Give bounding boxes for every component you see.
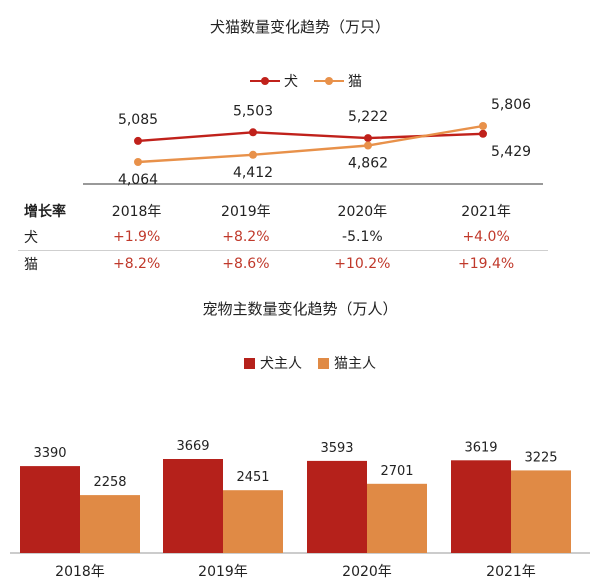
legend-label-cat-owner: 猫主人: [334, 356, 376, 372]
bar-value-label: 3619: [464, 440, 497, 455]
legend-swatch-dog-owner: [244, 357, 255, 369]
growth-row-label: 犬: [18, 224, 82, 251]
line-chart-title: 犬猫数量变化趋势（万只）: [209, 18, 390, 36]
legend-swatch-cat-owner: [318, 357, 329, 369]
x-tick-label: 2020年: [342, 564, 392, 580]
bar-dog-owner: [20, 466, 80, 553]
growth-rate-cell: +8.2%: [112, 256, 161, 272]
bar-cat-owner: [223, 490, 283, 553]
legend-label-cat: 猫: [348, 74, 362, 90]
x-tick-label: 2018年: [55, 564, 105, 580]
bar-chart-title: 宠物主数量变化趋势（万人）: [202, 300, 398, 318]
growth-rate-cell: +8.2%: [191, 224, 301, 251]
bar-dog-owner: [163, 459, 223, 553]
bar-value-label: 2451: [236, 470, 269, 485]
bar-value-label: 3593: [320, 441, 353, 456]
bar-value-label: 3669: [176, 439, 209, 454]
bar-chart-legend: 犬主人 猫主人: [244, 353, 392, 373]
data-point: [364, 134, 372, 143]
legend-item-cat-owner: 猫主人: [318, 353, 376, 373]
bar-chart: 3390 2258 2018年 3669 2451 2019年 3593 2701 2020年 3…: [10, 439, 590, 580]
bar-cat-owner: [511, 470, 571, 553]
growth-table-year: 2021年: [461, 204, 511, 220]
bar-dog-owner: [451, 460, 511, 553]
data-point: [134, 136, 142, 145]
growth-table-header: 增长率 2018年 2019年 2020年 2021年: [18, 198, 548, 224]
data-label: 5,222: [348, 109, 388, 125]
data-point: [479, 122, 487, 130]
bar-value-label: 2258: [93, 475, 126, 490]
growth-rate-cell: +10.2%: [334, 256, 391, 272]
data-label: 5,503: [233, 103, 273, 119]
legend-swatch-cat: [314, 76, 344, 86]
growth-table-year: 2018年: [111, 204, 162, 220]
growth-table-row-cat: 猫 +8.2% +8.6% +10.2% +19.4%: [18, 251, 548, 278]
x-tick-label: 2021年: [486, 564, 536, 580]
growth-table-year: 2019年: [221, 204, 271, 220]
data-label: 5,429: [491, 144, 531, 160]
data-label: 4,862: [348, 156, 388, 172]
growth-rate-cell: +19.4%: [458, 256, 515, 272]
bar-value-label: 2701: [380, 464, 413, 479]
line-chart: 5,085 5,503 5,222 5,429 4,064 4,412 4,862 5,806: [83, 97, 543, 188]
data-point: [479, 129, 487, 138]
bar-value-label: 3390: [33, 446, 66, 461]
legend-item-dog-owner: 犬主人: [244, 353, 302, 373]
bar-cat-owner: [367, 483, 427, 553]
growth-table-year: 2020年: [337, 204, 388, 220]
line-chart-legend: 犬 猫: [250, 71, 378, 91]
bar-dog-owner: [307, 460, 367, 553]
bar-cat-owner: [80, 495, 140, 553]
legend-item-dog: 犬: [250, 71, 298, 91]
legend-label-dog-owner: 犬主人: [260, 356, 302, 372]
data-point: [364, 141, 372, 150]
data-label: 4,064: [118, 172, 158, 188]
legend-item-cat: 猫: [314, 71, 362, 91]
data-label: 4,412: [233, 165, 273, 181]
x-tick-label: 2019年: [198, 564, 248, 580]
growth-row-label: 猫: [24, 257, 38, 273]
data-point: [249, 150, 257, 159]
growth-rate-cell: +4.0%: [424, 224, 548, 251]
data-label: 5,085: [118, 112, 158, 128]
bar-value-label: 3225: [524, 450, 557, 465]
data-label: 5,806: [491, 97, 531, 113]
growth-rate-table: 增长率 2018年 2019年 2020年 2021年 犬 +1.9% +8.2…: [18, 198, 548, 277]
growth-table-row-dog: 犬 +1.9% +8.2% -5.1% +4.0%: [18, 224, 548, 251]
series-line-cat: [137, 124, 484, 164]
legend-label-dog: 犬: [284, 74, 298, 90]
growth-rate-cell: +1.9%: [82, 224, 192, 251]
growth-table-header-label: 增长率: [24, 204, 66, 220]
growth-rate-cell: -5.1%: [300, 224, 425, 251]
legend-swatch-dog: [250, 76, 280, 86]
data-point: [134, 158, 142, 166]
data-point: [249, 128, 257, 137]
growth-rate-cell: +8.6%: [222, 256, 270, 272]
